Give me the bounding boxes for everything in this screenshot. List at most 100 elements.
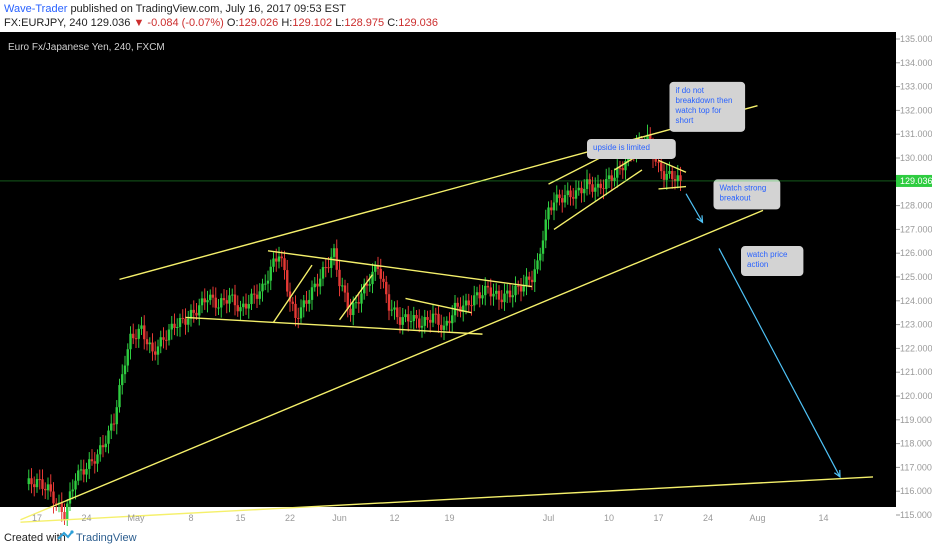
candle-body (99, 445, 102, 455)
candle-body (583, 188, 586, 194)
chart-title: Euro Fx/Japanese Yen, 240, FXCM (8, 42, 165, 53)
last-price: 129.036 (90, 17, 131, 29)
candles (27, 124, 682, 526)
price-chart[interactable]: Euro Fx/Japanese Yen, 240, FXCM upside i… (0, 32, 932, 526)
candle-body (247, 304, 250, 309)
candle-body (343, 285, 347, 293)
annotation-text: Watch strong (720, 183, 767, 192)
candle-body (261, 283, 264, 292)
tradingview-brand[interactable]: TradingView (76, 532, 137, 544)
candle-body (431, 313, 435, 323)
candle-body (489, 287, 492, 297)
candle-body (486, 285, 490, 288)
candle-body (602, 188, 605, 190)
y-tick-label: 122.000 (900, 343, 932, 353)
trendline (658, 159, 687, 173)
candle-body (442, 325, 446, 330)
candle-body (376, 265, 380, 269)
x-tick-label: 12 (389, 513, 399, 523)
tradingview-logo-icon (57, 530, 74, 540)
candle-body (470, 305, 473, 307)
last-price-badge (896, 174, 932, 187)
candle-body (272, 258, 275, 267)
candle-body (266, 280, 270, 284)
candle-body (530, 279, 534, 283)
candle-body (519, 286, 523, 292)
candle-body (195, 312, 198, 316)
candle-body (563, 195, 567, 203)
candle-body (214, 297, 217, 308)
candle-body (327, 267, 330, 269)
candle-body (541, 240, 545, 254)
candle-body (220, 298, 223, 308)
candle-body (555, 194, 558, 203)
candle-body (503, 293, 506, 303)
candle-body (71, 489, 74, 492)
symbol: FX:EURJPY, 240 (4, 17, 88, 29)
candle-body (594, 187, 597, 192)
candle-body (275, 258, 278, 262)
candle-body (409, 321, 413, 323)
annotation-box (669, 81, 746, 132)
candle-body (662, 171, 666, 180)
candle-body (233, 294, 237, 306)
candle-body (156, 346, 160, 355)
y-tick-label: 135.000 (900, 34, 932, 44)
candle-body (143, 325, 146, 340)
candle-body (484, 285, 487, 296)
candle-body (412, 315, 415, 322)
candle-body (357, 302, 360, 304)
candle-body (426, 317, 429, 320)
footer: Created with TradingView (0, 526, 932, 550)
candle-body (445, 320, 448, 326)
x-tick-label: 17 (653, 513, 663, 523)
candle-body (514, 285, 517, 296)
price-axis[interactable]: 135.000 134.000 133.000 132.000 131.000 130.0… (896, 34, 932, 520)
candle-body (121, 374, 124, 386)
candle-body (335, 248, 338, 270)
y-tick-label: 115.000 (900, 510, 932, 520)
candle-body (176, 326, 179, 328)
candle-body (49, 484, 52, 492)
candle-body (82, 469, 85, 475)
candle-body (145, 339, 149, 345)
x-tick-label: 24 (81, 513, 91, 523)
candle-body (429, 319, 432, 323)
candle-body (390, 309, 393, 311)
candle-body (319, 278, 322, 287)
annotation-box (587, 138, 676, 159)
author-link[interactable]: Wave-Trader (4, 3, 68, 15)
candle-body (396, 307, 399, 318)
forecast-arrowhead (834, 469, 841, 479)
candle-body (151, 342, 154, 352)
y-tick-label: 132.000 (900, 105, 932, 115)
candle-body (596, 183, 600, 188)
candle-body (566, 190, 569, 196)
candle-body (167, 329, 171, 341)
candle-body (517, 285, 520, 287)
candle-body (605, 179, 608, 189)
trendline (185, 316, 483, 335)
candle-body (101, 445, 105, 448)
candle-body (418, 318, 421, 328)
forecast-arrow (718, 248, 841, 478)
trendline (20, 209, 764, 521)
trendline (553, 169, 643, 230)
time-axis[interactable]: 17 24 May 8 15 22 Jun 12 19 Jul 10 17 24 Aug 14 (32, 513, 829, 523)
forecast-arrow (685, 193, 704, 223)
candle-body (206, 300, 209, 303)
high-value: 129.102 (292, 17, 333, 29)
trendline (20, 476, 874, 523)
candle-body (415, 315, 418, 319)
candle-body (286, 270, 289, 292)
candle-body (33, 484, 36, 488)
y-tick-label: 133.000 (900, 82, 932, 92)
candle-body (55, 503, 58, 505)
candle-body (475, 292, 479, 296)
candle-body (66, 503, 69, 521)
candle-body (236, 305, 239, 312)
publish-info: published on TradingView.com, July 16, 2… (70, 3, 347, 15)
candle-body (93, 461, 96, 464)
x-tick-label: 15 (235, 513, 245, 523)
close-label: C: (387, 17, 399, 29)
